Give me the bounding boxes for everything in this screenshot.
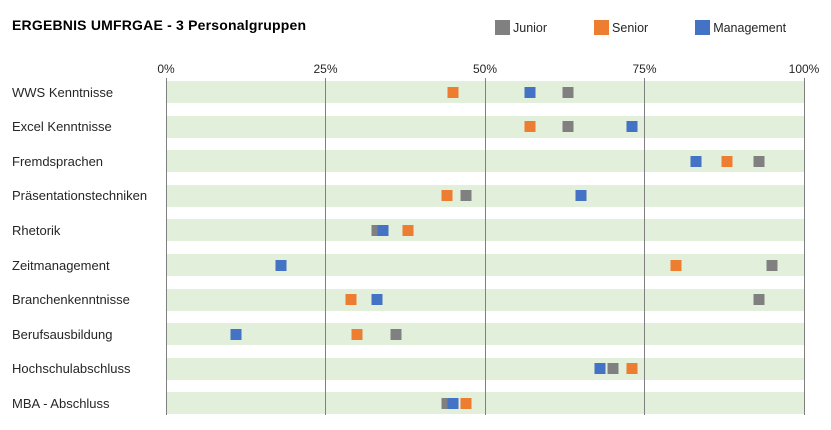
plot-area [165,78,805,415]
marker-junior-6 [753,294,765,306]
legend-label: Junior [513,20,548,35]
marker-junior-4 [371,224,383,236]
category-label: WWS Kenntnisse [12,84,114,100]
marker-management-6 [371,294,383,306]
legend-item-junior: Junior [495,20,547,35]
legend-label: Management [713,20,787,35]
marker-junior-0 [562,86,574,98]
marker-management-5 [275,259,287,271]
marker-management-0 [524,86,536,98]
chart-legend: Junior Senior Management [495,20,786,35]
x-tick-label: 50% [472,62,498,76]
category-label: Präsentationstechniken [12,188,148,204]
category-label: Excel Kenntnisse [12,119,112,135]
marker-junior-7 [390,328,402,340]
category-label: Rhetorik [12,222,61,238]
legend-item-management: Management [695,20,786,35]
marker-senior-4 [402,224,414,236]
category-label: MBA - Abschluss [12,395,110,411]
x-tick-label: 100% [788,62,820,76]
marker-junior-2 [753,155,765,167]
marker-senior-2 [721,155,733,167]
gridline [484,78,486,415]
marker-management-9 [447,397,459,409]
marker-junior-9 [441,397,453,409]
gridline [644,78,645,415]
marker-junior-3 [460,190,472,202]
x-axis: 0% 25% 50% 75% 100% [157,62,819,78]
category-label: Zeitmanagement [12,257,110,273]
marker-junior-5 [766,259,778,271]
category-label: Fremdsprachen [12,153,104,169]
chart-title: ERGEBNIS UMFRGAE - 3 Personalgruppen [12,17,307,33]
marker-management-3 [575,190,587,202]
marker-senior-3 [441,190,453,202]
marker-management-4 [377,224,389,236]
legend-item-senior: Senior [594,20,648,35]
marker-senior-0 [447,86,459,98]
marker-management-8 [594,363,606,375]
marker-senior-6 [345,294,357,306]
legend-label: Senior [612,20,649,35]
gridline [325,78,326,415]
x-tick-label: 75% [632,62,657,76]
category-label: Hochschulabschluss [12,361,131,377]
category-label: Branchenkenntnisse [12,292,130,308]
x-tick-label: 25% [313,62,338,76]
marker-senior-5 [670,259,682,271]
marker-management-2 [690,155,702,167]
marker-junior-1 [562,121,574,133]
legend-swatch-icon [495,20,510,35]
marker-junior-8 [607,363,619,375]
marker-senior-1 [524,121,536,133]
legend-swatch-icon [594,20,610,35]
marker-senior-8 [626,363,638,375]
legend-swatch-icon [695,20,711,35]
marker-senior-7 [351,328,363,340]
gridline [165,78,167,415]
gridline [803,78,805,415]
marker-management-7 [230,328,242,340]
marker-senior-9 [460,397,472,409]
marker-management-1 [626,121,638,133]
category-label: Berufsausbildung [12,326,113,342]
x-tick-label: 0% [157,62,175,76]
